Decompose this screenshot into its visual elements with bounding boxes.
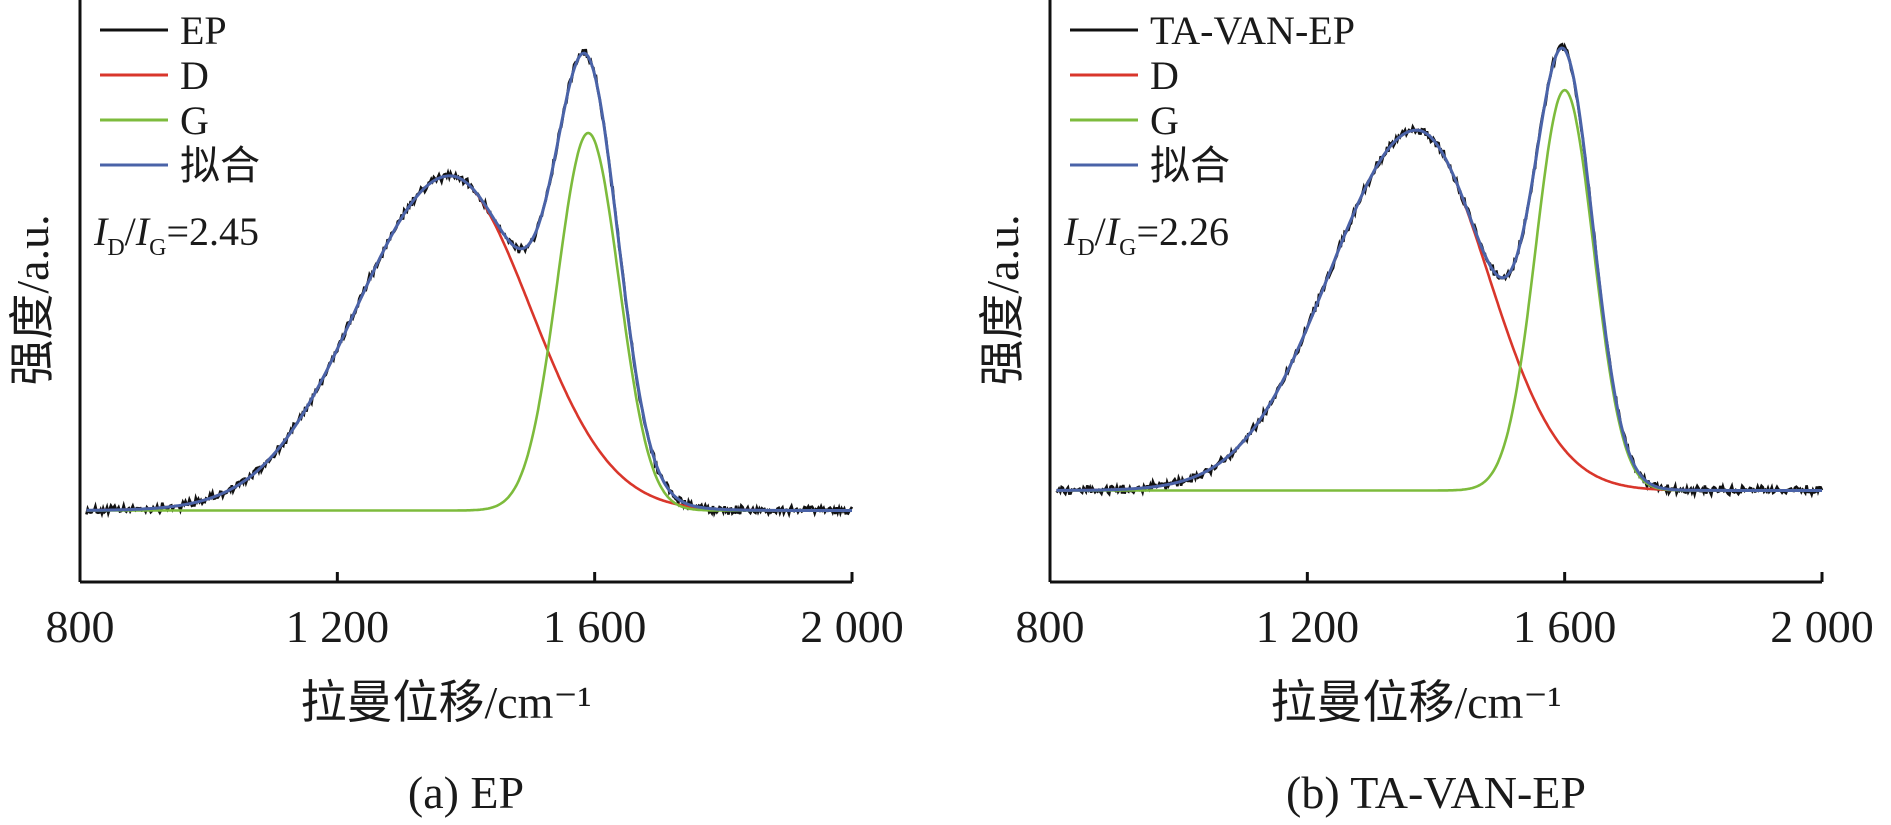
ratio-sub-d: D bbox=[107, 235, 124, 261]
legend-label: D bbox=[1150, 53, 1179, 98]
legend-label: G bbox=[1150, 98, 1179, 143]
legend-label: D bbox=[180, 53, 209, 98]
legend-label: TA-VAN-EP bbox=[1150, 8, 1355, 53]
x-tick-label: 1 600 bbox=[543, 601, 647, 652]
ratio-i-d: I bbox=[1063, 209, 1079, 254]
x-axis-title: 拉曼位移/cm⁻¹ bbox=[1270, 677, 1561, 728]
ratio-value: =2.26 bbox=[1136, 209, 1229, 254]
g-band-fit-line bbox=[86, 131, 852, 512]
ratio-sub-d: D bbox=[1077, 235, 1094, 261]
x-tick-label: 2 000 bbox=[1770, 601, 1874, 652]
x-tick-label: 1 600 bbox=[1513, 601, 1617, 652]
ratio-sub-g: G bbox=[149, 235, 166, 261]
panel-b: 800 1 200 1 600 2 000 拉曼位移/cm⁻¹ 强度/a.u. (b) TA… bbox=[977, 0, 1874, 818]
x-axis-title: 拉曼位移/cm⁻¹ bbox=[300, 677, 591, 728]
ratio-i-d: I bbox=[93, 209, 109, 254]
id-ig-ratio-label: ID/IG=2.45 bbox=[93, 209, 259, 261]
y-axis-title: 强度/a.u. bbox=[7, 214, 58, 385]
legend-label: 拟合 bbox=[1150, 143, 1230, 188]
legend-label: G bbox=[180, 98, 209, 143]
x-tick-label: 1 200 bbox=[1256, 601, 1360, 652]
ratio-value: =2.45 bbox=[166, 209, 259, 254]
legend-label: 拟合 bbox=[180, 143, 260, 188]
id-ig-ratio-label: ID/IG=2.26 bbox=[1063, 209, 1229, 261]
panel-caption: (b) TA-VAN-EP bbox=[1286, 767, 1586, 818]
total-fit-line bbox=[1056, 46, 1822, 492]
y-axis-title: 强度/a.u. bbox=[977, 214, 1028, 385]
panel-caption: (a) EP bbox=[408, 767, 524, 818]
x-tick-label: 800 bbox=[1016, 601, 1085, 652]
ratio-slash: / bbox=[125, 209, 137, 254]
legend-label: EP bbox=[180, 8, 227, 53]
ratio-i-g: I bbox=[1105, 209, 1121, 254]
ratio-i-g: I bbox=[135, 209, 151, 254]
ratio-slash: / bbox=[1095, 209, 1107, 254]
x-tick-label: 1 200 bbox=[286, 601, 390, 652]
ratio-sub-g: G bbox=[1119, 235, 1136, 261]
x-tick-label: 2 000 bbox=[800, 601, 904, 652]
x-tick-label: 800 bbox=[46, 601, 115, 652]
total-fit-line bbox=[86, 51, 852, 512]
panel-a: 800 1 200 1 600 2 000 拉曼位移/cm⁻¹ 强度/a.u. (a) EP… bbox=[7, 0, 904, 818]
